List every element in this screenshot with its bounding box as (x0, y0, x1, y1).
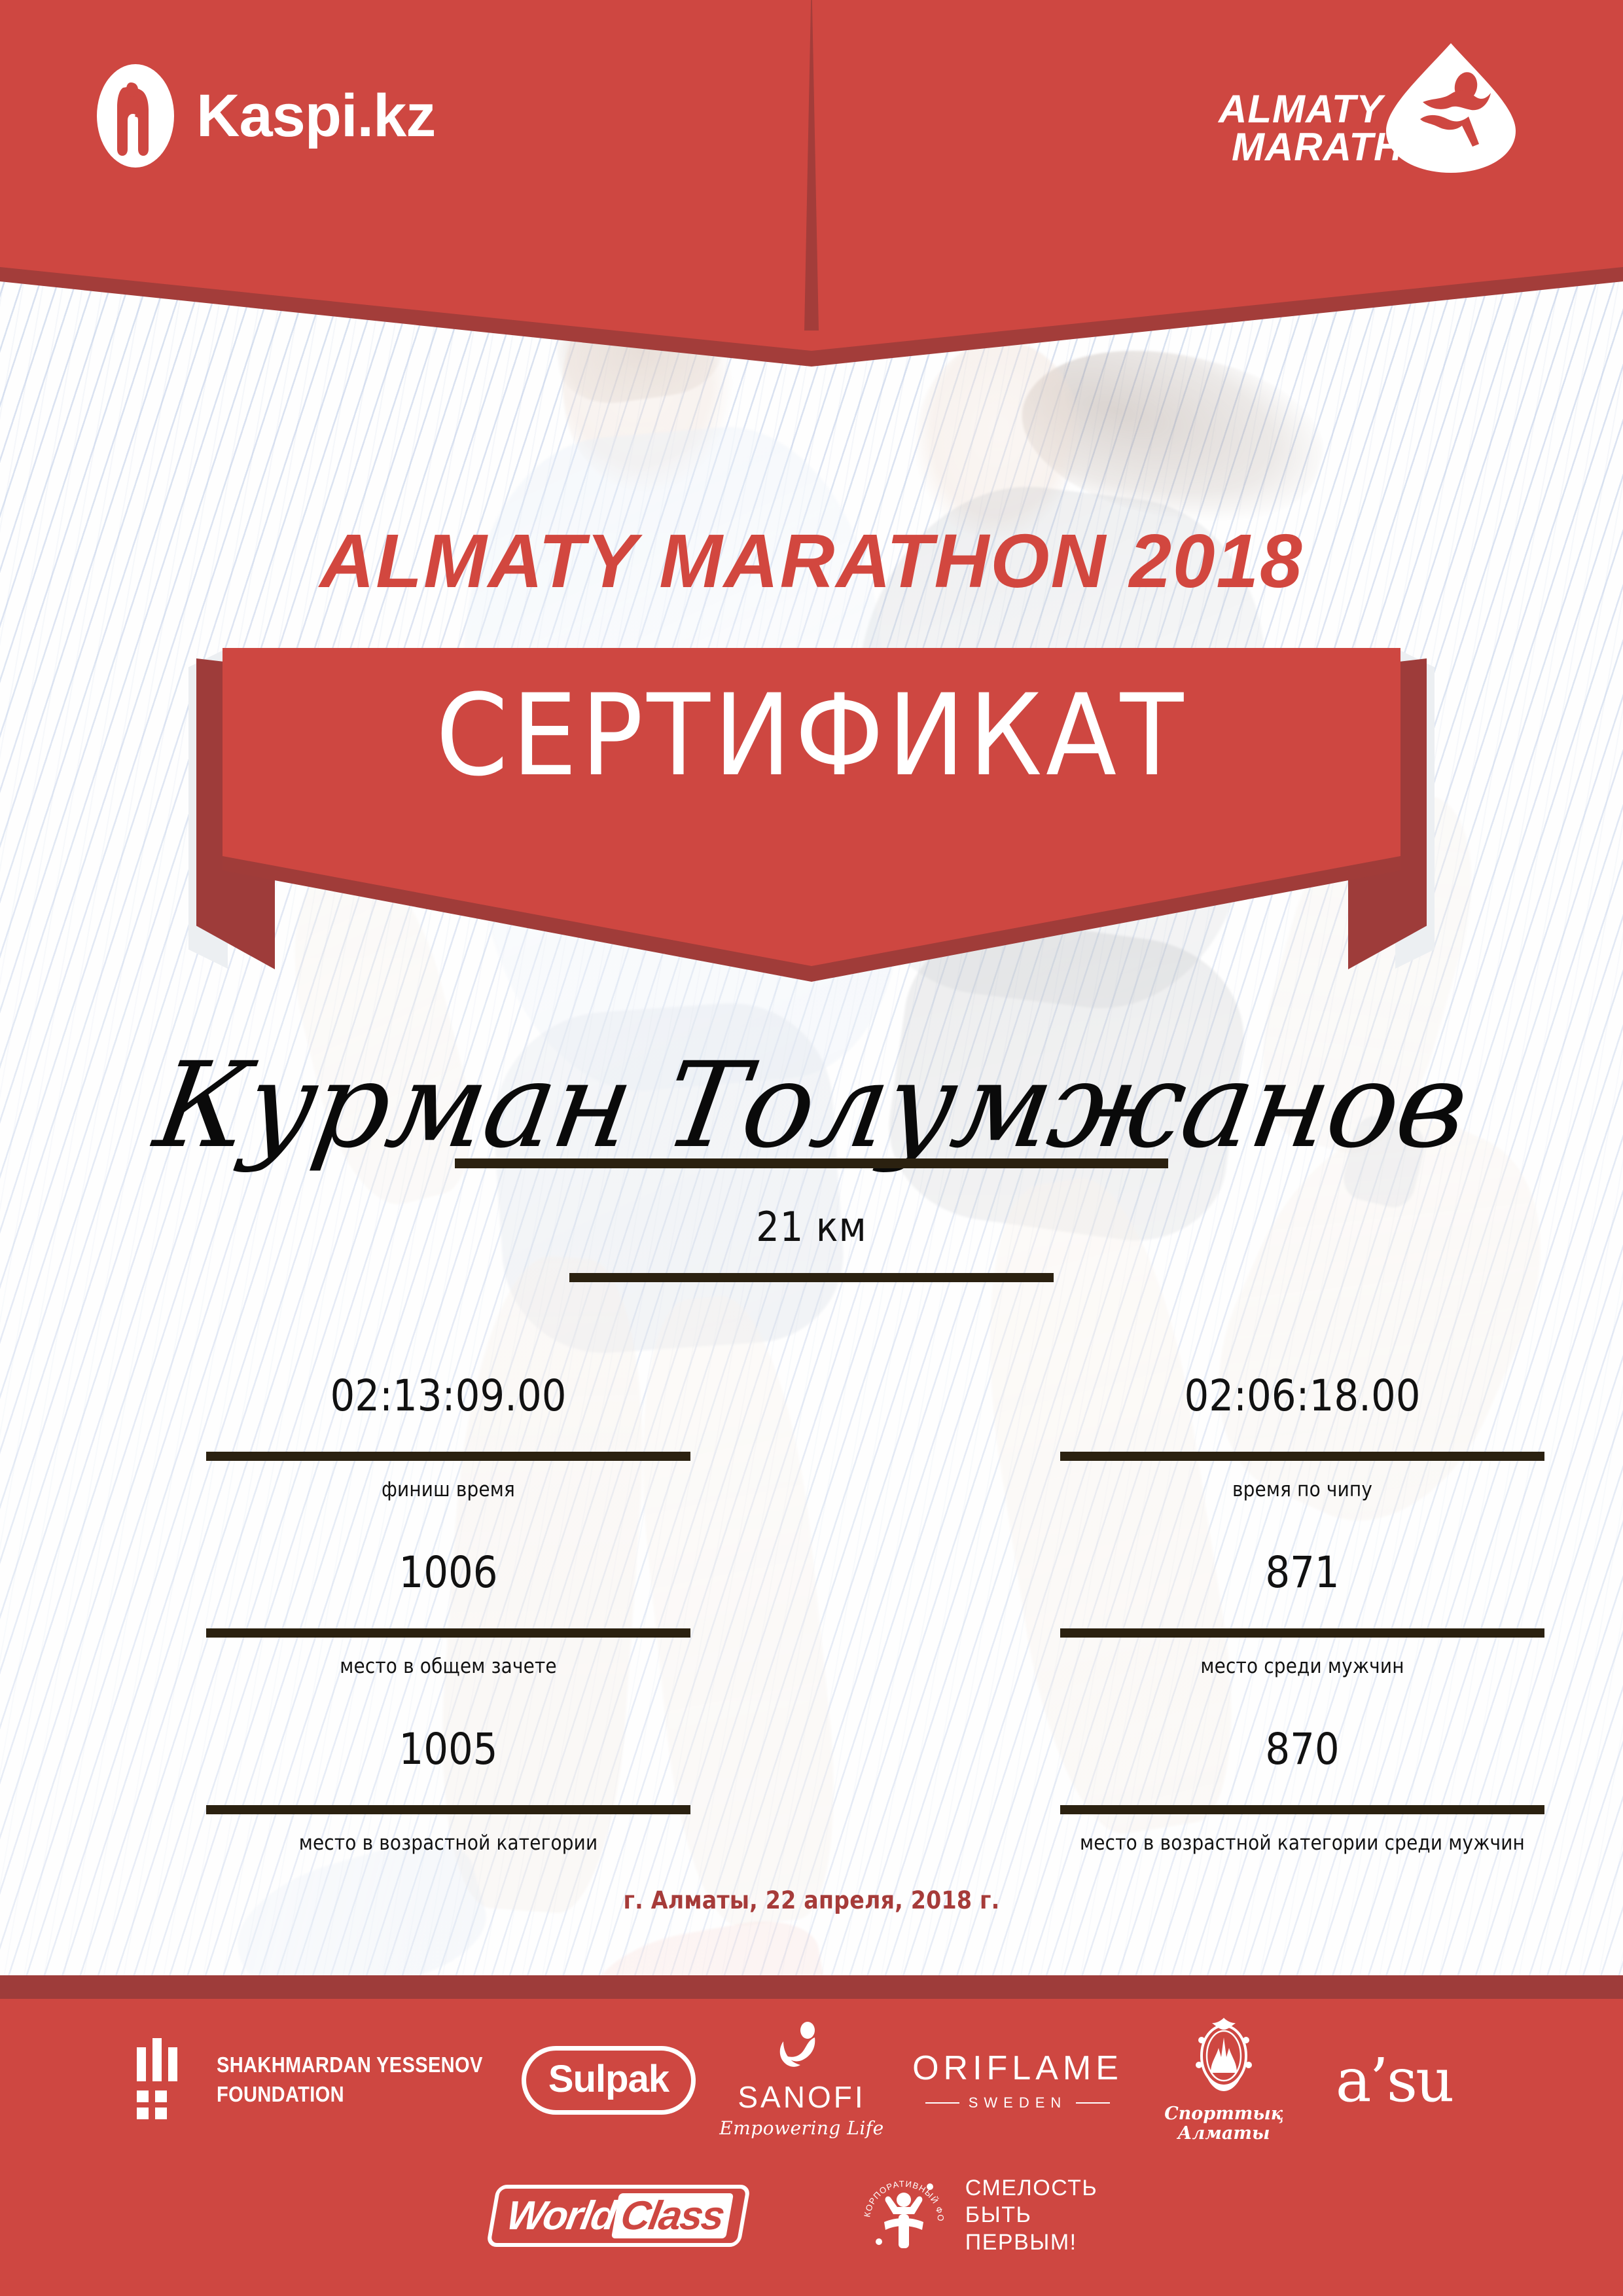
almaty-crest-icon (1187, 2017, 1260, 2100)
footer-top-divider (0, 1975, 1623, 1999)
smelost-line-3: ПЕРВЫМ! (965, 2229, 1077, 2255)
result-value: 02:13:09.00 (330, 1371, 567, 1421)
result-overall-place: 1006 место в общем зачете (121, 1551, 776, 1678)
result-finish-time: 02:13:09.00 финиш время (121, 1374, 776, 1501)
sponsor-sanofi[interactable]: SANOFI Empowering Life (707, 2021, 897, 2139)
result-label: финиш время (381, 1478, 516, 1501)
sporttyq-line-1: Спорттық (1164, 2104, 1283, 2125)
event-date-location: г. Алматы, 22 апреля, 2018 г. (623, 1886, 1000, 1914)
certificate-banner: СЕРТИФИКАТ (0, 641, 1623, 995)
sponsor-oriflame[interactable]: ORIFLAME SWEDEN (897, 2049, 1139, 2111)
sponsor-row-secondary: WorldClass КОРПОРАТИВНЫЙ ФОНД (0, 2153, 1623, 2278)
page-title: ALMATY MARATHON 2018 (319, 518, 1304, 603)
smelost-figure-icon: КОРПОРАТИВНЫЙ ФОНД (855, 2163, 948, 2260)
yessenov-bars-icon (135, 2038, 194, 2122)
results-grid: 02:13:09.00 финиш время 02:06:18.00 врем… (0, 1374, 1623, 1905)
header: Kaspi.kz ALMATY MARATHON (0, 0, 1623, 367)
result-value: 1006 (399, 1547, 498, 1598)
results-row: 1005 место в возрастной категории 870 ме… (0, 1728, 1623, 1905)
sponsor-asu[interactable]: a’su (1309, 2045, 1479, 2115)
sanofi-wordmark: SANOFI (738, 2079, 866, 2114)
world-class-word-1: World (503, 2193, 619, 2238)
sporttyq-wordmark: Спорттық Алматы (1164, 2104, 1283, 2143)
oriflame-wordmark: ORIFLAME (912, 2049, 1123, 2087)
smelost-wordmark: СМЕЛОСТЬ БЫТЬ ПЕРВЫМ! (965, 2175, 1097, 2256)
result-label: время по чипу (1232, 1478, 1373, 1501)
oriflame-dash-left-icon (925, 2102, 959, 2104)
banner-plate: СЕРТИФИКАТ (223, 648, 1400, 966)
result-chip-time: 02:06:18.00 время по чипу (975, 1374, 1623, 1501)
sponsor-row-primary: SHAKHMARDAN YESSENOV FOUNDATION Sulpak (0, 2015, 1623, 2145)
result-rule (1060, 1452, 1544, 1461)
result-label: место в возрастной категории (298, 1831, 598, 1855)
result-value: 02:06:18.00 (1184, 1371, 1421, 1421)
result-label: место среди мужчин (1200, 1655, 1404, 1678)
kaspi-figure-icon (97, 64, 174, 168)
sponsor-sporttyq-almaty[interactable]: Спорттық Алматы (1139, 2017, 1309, 2143)
result-age-category-men-place: 870 место в возрастной категории среди м… (975, 1728, 1623, 1855)
result-age-category-place: 1005 место в возрастной категории (121, 1728, 776, 1855)
result-rule (206, 1452, 690, 1461)
sanofi-tagline: Empowering Life (719, 2117, 884, 2139)
sponsor-yessenov-foundation[interactable]: SHAKHMARDAN YESSENOV FOUNDATION (136, 2038, 510, 2122)
result-value: 871 (1265, 1547, 1340, 1598)
asu-wordmark: a’su (1335, 2045, 1455, 2115)
sporttyq-line-2: Алматы (1177, 2123, 1270, 2144)
world-class-word-2: Class (611, 2193, 734, 2238)
kaspi-logo[interactable]: Kaspi.kz (97, 64, 436, 168)
sulpak-badge: Sulpak (521, 2045, 696, 2115)
result-label: место в общем зачете (340, 1655, 557, 1678)
smelost-line-2: БЫТЬ (965, 2202, 1032, 2228)
result-value: 1005 (399, 1724, 498, 1774)
footer-sponsors: SHAKHMARDAN YESSENOV FOUNDATION Sulpak (0, 1975, 1623, 2296)
results-row: 1006 место в общем зачете 871 место сред… (0, 1551, 1623, 1728)
sulpak-wordmark: Sulpak (548, 2057, 669, 2100)
participant-name-block: Курман Толумжанов (0, 1037, 1623, 1174)
smelost-line-1: СМЕЛОСТЬ (965, 2175, 1098, 2200)
world-class-wordmark: WorldClass (503, 2193, 734, 2239)
sponsor-sulpak[interactable]: Sulpak (510, 2045, 707, 2115)
participant-name: Курман Толумжанов (147, 1037, 1476, 1174)
result-men-place: 871 место среди мужчин (975, 1551, 1623, 1678)
world-class-badge: WorldClass (486, 2184, 751, 2247)
result-rule (206, 1628, 690, 1638)
sanofi-figure-icon (778, 2021, 825, 2073)
runners-photo-watermark (0, 275, 1623, 1977)
distance-value: 21 км (756, 1203, 867, 1251)
oriflame-tagline-wrap: SWEDEN (925, 2094, 1111, 2111)
kaspi-logo-text: Kaspi.kz (196, 82, 436, 149)
photo-white-veil (0, 275, 1623, 1977)
participant-name-rule (455, 1158, 1168, 1168)
certificate-label: СЕРТИФИКАТ (436, 670, 1187, 801)
marathon-word-almaty: ALMATY (1219, 87, 1383, 131)
oriflame-dash-right-icon (1076, 2102, 1111, 2104)
almaty-marathon-logo[interactable]: ALMATY MARATHON (1219, 39, 1526, 196)
result-rule (206, 1805, 690, 1814)
result-value: 870 (1265, 1724, 1340, 1774)
results-row: 02:13:09.00 финиш время 02:06:18.00 врем… (0, 1374, 1623, 1551)
yessenov-line-2: FOUNDATION (216, 2082, 344, 2106)
result-rule (1060, 1805, 1544, 1814)
sponsor-world-class[interactable]: WorldClass (486, 2184, 751, 2247)
marathon-runner-drop-icon (1382, 39, 1520, 177)
sponsor-smelost-byt-pervym[interactable]: КОРПОРАТИВНЫЙ ФОНД СМЕЛОСТЬ БЫТЬ ПЕРВЫМ! (828, 2163, 1129, 2260)
yessenov-wordmark: SHAKHMARDAN YESSENOV FOUNDATION (217, 2051, 483, 2109)
oriflame-tagline: SWEDEN (968, 2094, 1067, 2111)
distance-rule (569, 1273, 1054, 1282)
yessenov-line-1: SHAKHMARDAN YESSENOV (216, 2053, 483, 2077)
result-label: место в возрастной категории среди мужчи… (1080, 1831, 1525, 1855)
result-rule (1060, 1628, 1544, 1638)
